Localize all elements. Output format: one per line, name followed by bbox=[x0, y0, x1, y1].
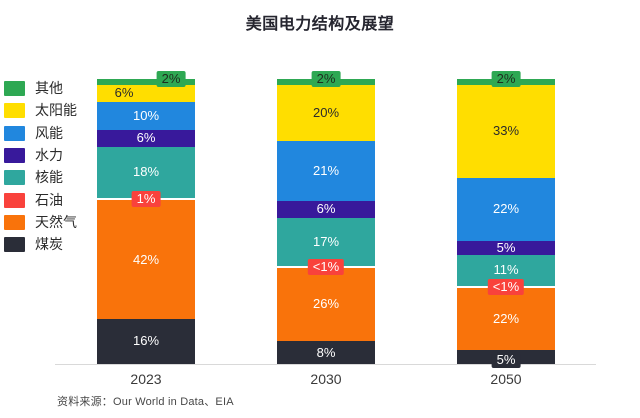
chart-title: 美国电力结构及展望 bbox=[245, 16, 395, 33]
bar-2030-segment-gas bbox=[277, 267, 375, 342]
bar-2030-segment-nuclear bbox=[277, 217, 375, 267]
legend-swatch-wind bbox=[4, 125, 25, 141]
legend-item-gas: 天然气 bbox=[4, 214, 77, 230]
x-axis-line bbox=[55, 364, 596, 365]
bar-2023-segment-nuclear bbox=[97, 146, 195, 198]
segment-label-2050-hydro: 5% bbox=[496, 239, 516, 255]
legend-label-wind: 风能 bbox=[35, 125, 63, 141]
segment-label-2030-oil: <1% bbox=[307, 258, 345, 275]
x-tick-2030: 2030 bbox=[310, 371, 342, 387]
legend-item-solar: 太阳能 bbox=[4, 102, 77, 118]
legend-item-nuclear: 核能 bbox=[4, 169, 63, 185]
legend-item-hydro: 水力 bbox=[4, 147, 63, 163]
segment-label-2023-nuclear: 18% bbox=[132, 164, 160, 180]
bar-2050-segment-hydro bbox=[457, 240, 555, 255]
segment-label-2050-nuclear: 11% bbox=[493, 262, 519, 278]
segment-label-2023-hydro: 6% bbox=[136, 130, 156, 146]
segment-label-2030-nuclear: 17% bbox=[312, 234, 340, 250]
legend-label-other: 其他 bbox=[35, 80, 63, 96]
bar-2023-segment-wind bbox=[97, 101, 195, 130]
legend-label-coal: 煤炭 bbox=[35, 236, 63, 252]
segment-label-2023-other: 2% bbox=[156, 70, 186, 87]
legend-label-oil: 石油 bbox=[35, 192, 63, 208]
segment-label-2050-gas: 22% bbox=[492, 310, 520, 326]
legend-label-solar: 太阳能 bbox=[35, 102, 77, 118]
legend-label-gas: 天然气 bbox=[35, 214, 77, 230]
source-note: 资料来源：Our World in Data、EIA bbox=[57, 396, 234, 408]
legend-swatch-hydro bbox=[4, 147, 25, 163]
bar-2023-segment-other bbox=[97, 79, 195, 85]
legend-swatch-solar bbox=[4, 102, 25, 118]
legend-label-hydro: 水力 bbox=[35, 147, 63, 163]
segment-label-2030-coal: 8% bbox=[316, 344, 336, 360]
segment-label-2050-solar: 33% bbox=[492, 123, 520, 139]
segment-label-2050-other: 2% bbox=[491, 70, 521, 87]
segment-label-2023-solar: 6% bbox=[114, 85, 134, 101]
bar-2030-segment-wind bbox=[277, 141, 375, 201]
x-tick-2050: 2050 bbox=[490, 371, 522, 387]
bar-2050-segment-gas bbox=[457, 287, 555, 350]
bar-2023-segment-coal bbox=[97, 318, 195, 364]
x-tick-2023: 2023 bbox=[130, 371, 162, 387]
bar-2030-segment-coal bbox=[277, 341, 375, 364]
segment-label-2050-coal: 5% bbox=[491, 351, 521, 368]
segment-label-2030-solar: 20% bbox=[312, 105, 340, 121]
segment-label-2030-hydro: 6% bbox=[316, 201, 336, 217]
legend-item-oil: 石油 bbox=[4, 192, 63, 208]
bar-2030-segment-hydro bbox=[277, 200, 375, 218]
bar-2050-segment-wind bbox=[457, 178, 555, 241]
bar-2023-segment-gas bbox=[97, 200, 195, 319]
segment-label-2023-oil: 1% bbox=[131, 190, 161, 207]
bar-2030-segment-solar bbox=[277, 84, 375, 142]
segment-label-2050-oil: <1% bbox=[487, 278, 525, 295]
legend-label-nuclear: 核能 bbox=[35, 169, 63, 185]
segment-label-2030-wind: 21% bbox=[312, 163, 340, 179]
segment-label-2023-wind: 10% bbox=[132, 107, 160, 123]
legend-swatch-other bbox=[4, 80, 25, 96]
segment-label-2023-gas: 42% bbox=[132, 251, 160, 267]
bar-2023-segment-solar bbox=[97, 84, 195, 102]
segment-label-2023-coal: 16% bbox=[132, 333, 160, 349]
segment-label-2030-gas: 26% bbox=[312, 296, 340, 312]
segment-label-2030-other: 2% bbox=[311, 70, 341, 87]
legend-swatch-nuclear bbox=[4, 169, 25, 185]
bar-2050-segment-solar bbox=[457, 84, 555, 179]
segment-label-2050-wind: 22% bbox=[492, 201, 520, 217]
bar-2023-segment-hydro bbox=[97, 129, 195, 147]
legend-swatch-gas bbox=[4, 214, 25, 230]
legend-item-other: 其他 bbox=[4, 80, 63, 96]
legend-swatch-coal bbox=[4, 236, 25, 252]
legend-swatch-oil bbox=[4, 192, 25, 208]
legend-item-wind: 风能 bbox=[4, 125, 63, 141]
legend-item-coal: 煤炭 bbox=[4, 236, 63, 252]
